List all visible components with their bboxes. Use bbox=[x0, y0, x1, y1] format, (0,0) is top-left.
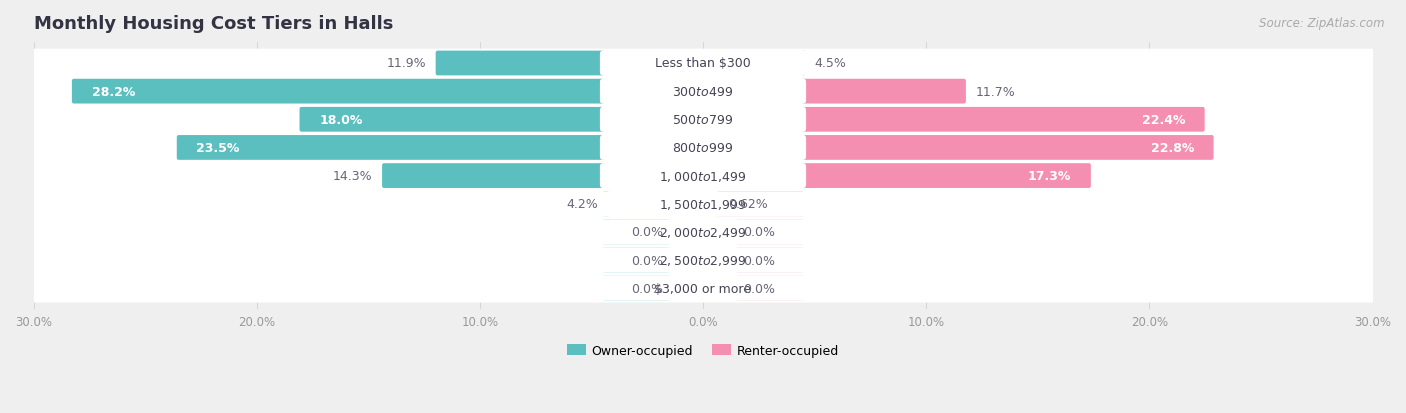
FancyBboxPatch shape bbox=[30, 274, 1376, 303]
FancyBboxPatch shape bbox=[30, 106, 1376, 134]
Legend: Owner-occupied, Renter-occupied: Owner-occupied, Renter-occupied bbox=[562, 339, 844, 362]
Text: 0.0%: 0.0% bbox=[744, 282, 775, 295]
Text: 17.3%: 17.3% bbox=[1028, 170, 1071, 183]
Text: $2,500 to $2,999: $2,500 to $2,999 bbox=[659, 254, 747, 267]
Text: $3,000 or more: $3,000 or more bbox=[655, 282, 751, 295]
FancyBboxPatch shape bbox=[603, 220, 669, 244]
Text: 22.4%: 22.4% bbox=[1142, 114, 1185, 126]
Text: $300 to $499: $300 to $499 bbox=[672, 85, 734, 98]
Text: 0.0%: 0.0% bbox=[631, 254, 662, 267]
FancyBboxPatch shape bbox=[717, 192, 803, 216]
FancyBboxPatch shape bbox=[600, 192, 806, 216]
FancyBboxPatch shape bbox=[72, 80, 605, 104]
Text: 0.0%: 0.0% bbox=[631, 282, 662, 295]
FancyBboxPatch shape bbox=[600, 136, 806, 160]
FancyBboxPatch shape bbox=[603, 276, 669, 301]
FancyBboxPatch shape bbox=[600, 220, 806, 244]
FancyBboxPatch shape bbox=[801, 164, 1091, 188]
Text: $1,000 to $1,499: $1,000 to $1,499 bbox=[659, 169, 747, 183]
Text: 22.8%: 22.8% bbox=[1150, 142, 1194, 154]
Text: $2,000 to $2,499: $2,000 to $2,499 bbox=[659, 225, 747, 239]
FancyBboxPatch shape bbox=[30, 218, 1376, 247]
Text: Source: ZipAtlas.com: Source: ZipAtlas.com bbox=[1260, 17, 1385, 29]
FancyBboxPatch shape bbox=[801, 52, 806, 76]
FancyBboxPatch shape bbox=[737, 220, 803, 244]
Text: 28.2%: 28.2% bbox=[91, 85, 135, 98]
FancyBboxPatch shape bbox=[382, 164, 605, 188]
Text: 14.3%: 14.3% bbox=[333, 170, 373, 183]
Text: Less than $300: Less than $300 bbox=[655, 57, 751, 70]
Text: 18.0%: 18.0% bbox=[319, 114, 363, 126]
FancyBboxPatch shape bbox=[30, 78, 1376, 106]
FancyBboxPatch shape bbox=[600, 80, 806, 104]
Text: 11.9%: 11.9% bbox=[387, 57, 426, 70]
FancyBboxPatch shape bbox=[299, 108, 605, 132]
FancyBboxPatch shape bbox=[801, 136, 1213, 160]
FancyBboxPatch shape bbox=[600, 276, 806, 301]
Text: $1,500 to $1,999: $1,500 to $1,999 bbox=[659, 197, 747, 211]
FancyBboxPatch shape bbox=[600, 52, 806, 76]
Text: 0.0%: 0.0% bbox=[744, 254, 775, 267]
FancyBboxPatch shape bbox=[737, 248, 803, 273]
FancyBboxPatch shape bbox=[603, 192, 609, 216]
Text: 4.2%: 4.2% bbox=[567, 198, 598, 211]
FancyBboxPatch shape bbox=[30, 246, 1376, 275]
Text: 4.5%: 4.5% bbox=[814, 57, 846, 70]
Text: 0.0%: 0.0% bbox=[744, 226, 775, 239]
Text: $800 to $999: $800 to $999 bbox=[672, 142, 734, 154]
Text: 0.0%: 0.0% bbox=[631, 226, 662, 239]
FancyBboxPatch shape bbox=[737, 276, 803, 301]
FancyBboxPatch shape bbox=[436, 52, 605, 76]
Text: $500 to $799: $500 to $799 bbox=[672, 114, 734, 126]
FancyBboxPatch shape bbox=[801, 108, 1205, 132]
Text: 0.62%: 0.62% bbox=[728, 198, 768, 211]
FancyBboxPatch shape bbox=[600, 164, 806, 188]
FancyBboxPatch shape bbox=[30, 162, 1376, 190]
FancyBboxPatch shape bbox=[30, 134, 1376, 162]
Text: Monthly Housing Cost Tiers in Halls: Monthly Housing Cost Tiers in Halls bbox=[34, 15, 392, 33]
FancyBboxPatch shape bbox=[600, 248, 806, 273]
FancyBboxPatch shape bbox=[801, 80, 966, 104]
FancyBboxPatch shape bbox=[177, 136, 605, 160]
FancyBboxPatch shape bbox=[30, 50, 1376, 78]
FancyBboxPatch shape bbox=[30, 190, 1376, 218]
Text: 11.7%: 11.7% bbox=[976, 85, 1015, 98]
FancyBboxPatch shape bbox=[600, 108, 806, 132]
Text: 23.5%: 23.5% bbox=[197, 142, 240, 154]
FancyBboxPatch shape bbox=[603, 248, 669, 273]
